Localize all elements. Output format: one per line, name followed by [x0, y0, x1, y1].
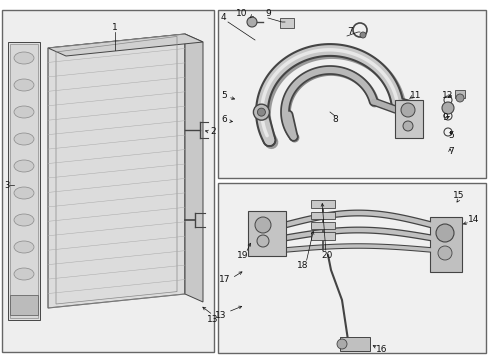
Ellipse shape	[14, 106, 34, 118]
Bar	[395, 100, 423, 138]
Text: 14: 14	[468, 216, 479, 225]
Ellipse shape	[14, 79, 34, 91]
Bar	[2, 10, 214, 352]
Bar	[218, 183, 486, 353]
Bar	[311, 232, 335, 240]
Bar	[311, 222, 335, 229]
Circle shape	[257, 235, 269, 247]
Text: 7: 7	[347, 27, 353, 36]
Polygon shape	[48, 34, 203, 56]
Text: 2: 2	[210, 127, 216, 136]
Text: 4: 4	[220, 13, 226, 22]
Text: 5: 5	[221, 90, 227, 99]
Bar	[430, 217, 462, 272]
Bar	[311, 212, 335, 219]
Circle shape	[257, 108, 266, 116]
Circle shape	[456, 94, 464, 102]
Text: 6: 6	[221, 116, 227, 125]
Ellipse shape	[14, 187, 34, 199]
Bar	[248, 211, 286, 256]
Polygon shape	[48, 34, 185, 308]
Ellipse shape	[14, 214, 34, 226]
Polygon shape	[185, 34, 203, 302]
Text: 12: 12	[442, 90, 453, 99]
Bar	[311, 200, 335, 208]
Text: 19: 19	[237, 251, 249, 260]
Bar	[10, 295, 38, 315]
Text: 18: 18	[297, 261, 309, 270]
Bar	[8, 42, 40, 320]
Ellipse shape	[14, 133, 34, 145]
Text: 3: 3	[4, 180, 9, 189]
Circle shape	[401, 103, 415, 117]
Text: 13: 13	[207, 315, 219, 324]
Circle shape	[438, 246, 452, 260]
Text: 1: 1	[112, 23, 118, 32]
Text: 17: 17	[219, 275, 231, 284]
Circle shape	[247, 17, 257, 27]
Ellipse shape	[14, 241, 34, 253]
Bar	[340, 337, 370, 351]
Circle shape	[403, 121, 413, 131]
Text: 5: 5	[448, 130, 454, 139]
Ellipse shape	[14, 268, 34, 280]
Ellipse shape	[14, 160, 34, 172]
Circle shape	[436, 224, 454, 242]
Ellipse shape	[14, 52, 34, 64]
Bar	[218, 10, 486, 178]
Circle shape	[360, 32, 366, 38]
Bar	[10, 44, 38, 318]
Circle shape	[255, 217, 271, 233]
Circle shape	[442, 102, 454, 114]
Text: 20: 20	[321, 251, 333, 260]
Text: 15: 15	[453, 190, 465, 199]
Text: 9: 9	[265, 9, 271, 18]
Bar	[280, 18, 294, 28]
Text: 8: 8	[332, 116, 338, 125]
Text: 9: 9	[442, 113, 448, 122]
Circle shape	[337, 339, 347, 349]
Circle shape	[253, 104, 270, 120]
Text: 16: 16	[376, 346, 388, 355]
Text: 11: 11	[410, 90, 421, 99]
Bar	[455, 90, 465, 98]
Text: 10: 10	[236, 9, 248, 18]
Text: 7: 7	[448, 148, 454, 157]
Text: 13: 13	[215, 310, 227, 320]
